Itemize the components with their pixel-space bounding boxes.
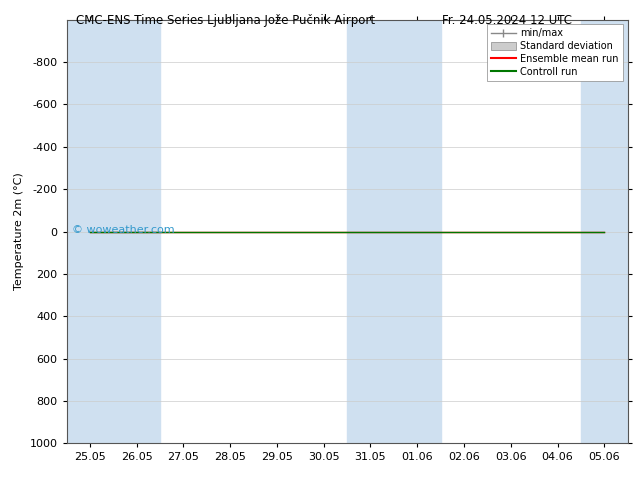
Bar xyxy=(67,20,113,443)
Legend: min/max, Standard deviation, Ensemble mean run, Controll run: min/max, Standard deviation, Ensemble me… xyxy=(488,24,623,81)
Y-axis label: Temperature 2m (°C): Temperature 2m (°C) xyxy=(14,172,24,291)
Bar xyxy=(581,20,628,443)
Bar xyxy=(113,20,160,443)
Text: © woweather.com: © woweather.com xyxy=(72,225,175,235)
Text: Fr. 24.05.2024 12 UTC: Fr. 24.05.2024 12 UTC xyxy=(442,14,573,27)
Text: CMC-ENS Time Series Ljubljana Jože Pučnik Airport: CMC-ENS Time Series Ljubljana Jože Pučni… xyxy=(75,14,375,27)
Bar xyxy=(347,20,394,443)
Bar xyxy=(394,20,441,443)
